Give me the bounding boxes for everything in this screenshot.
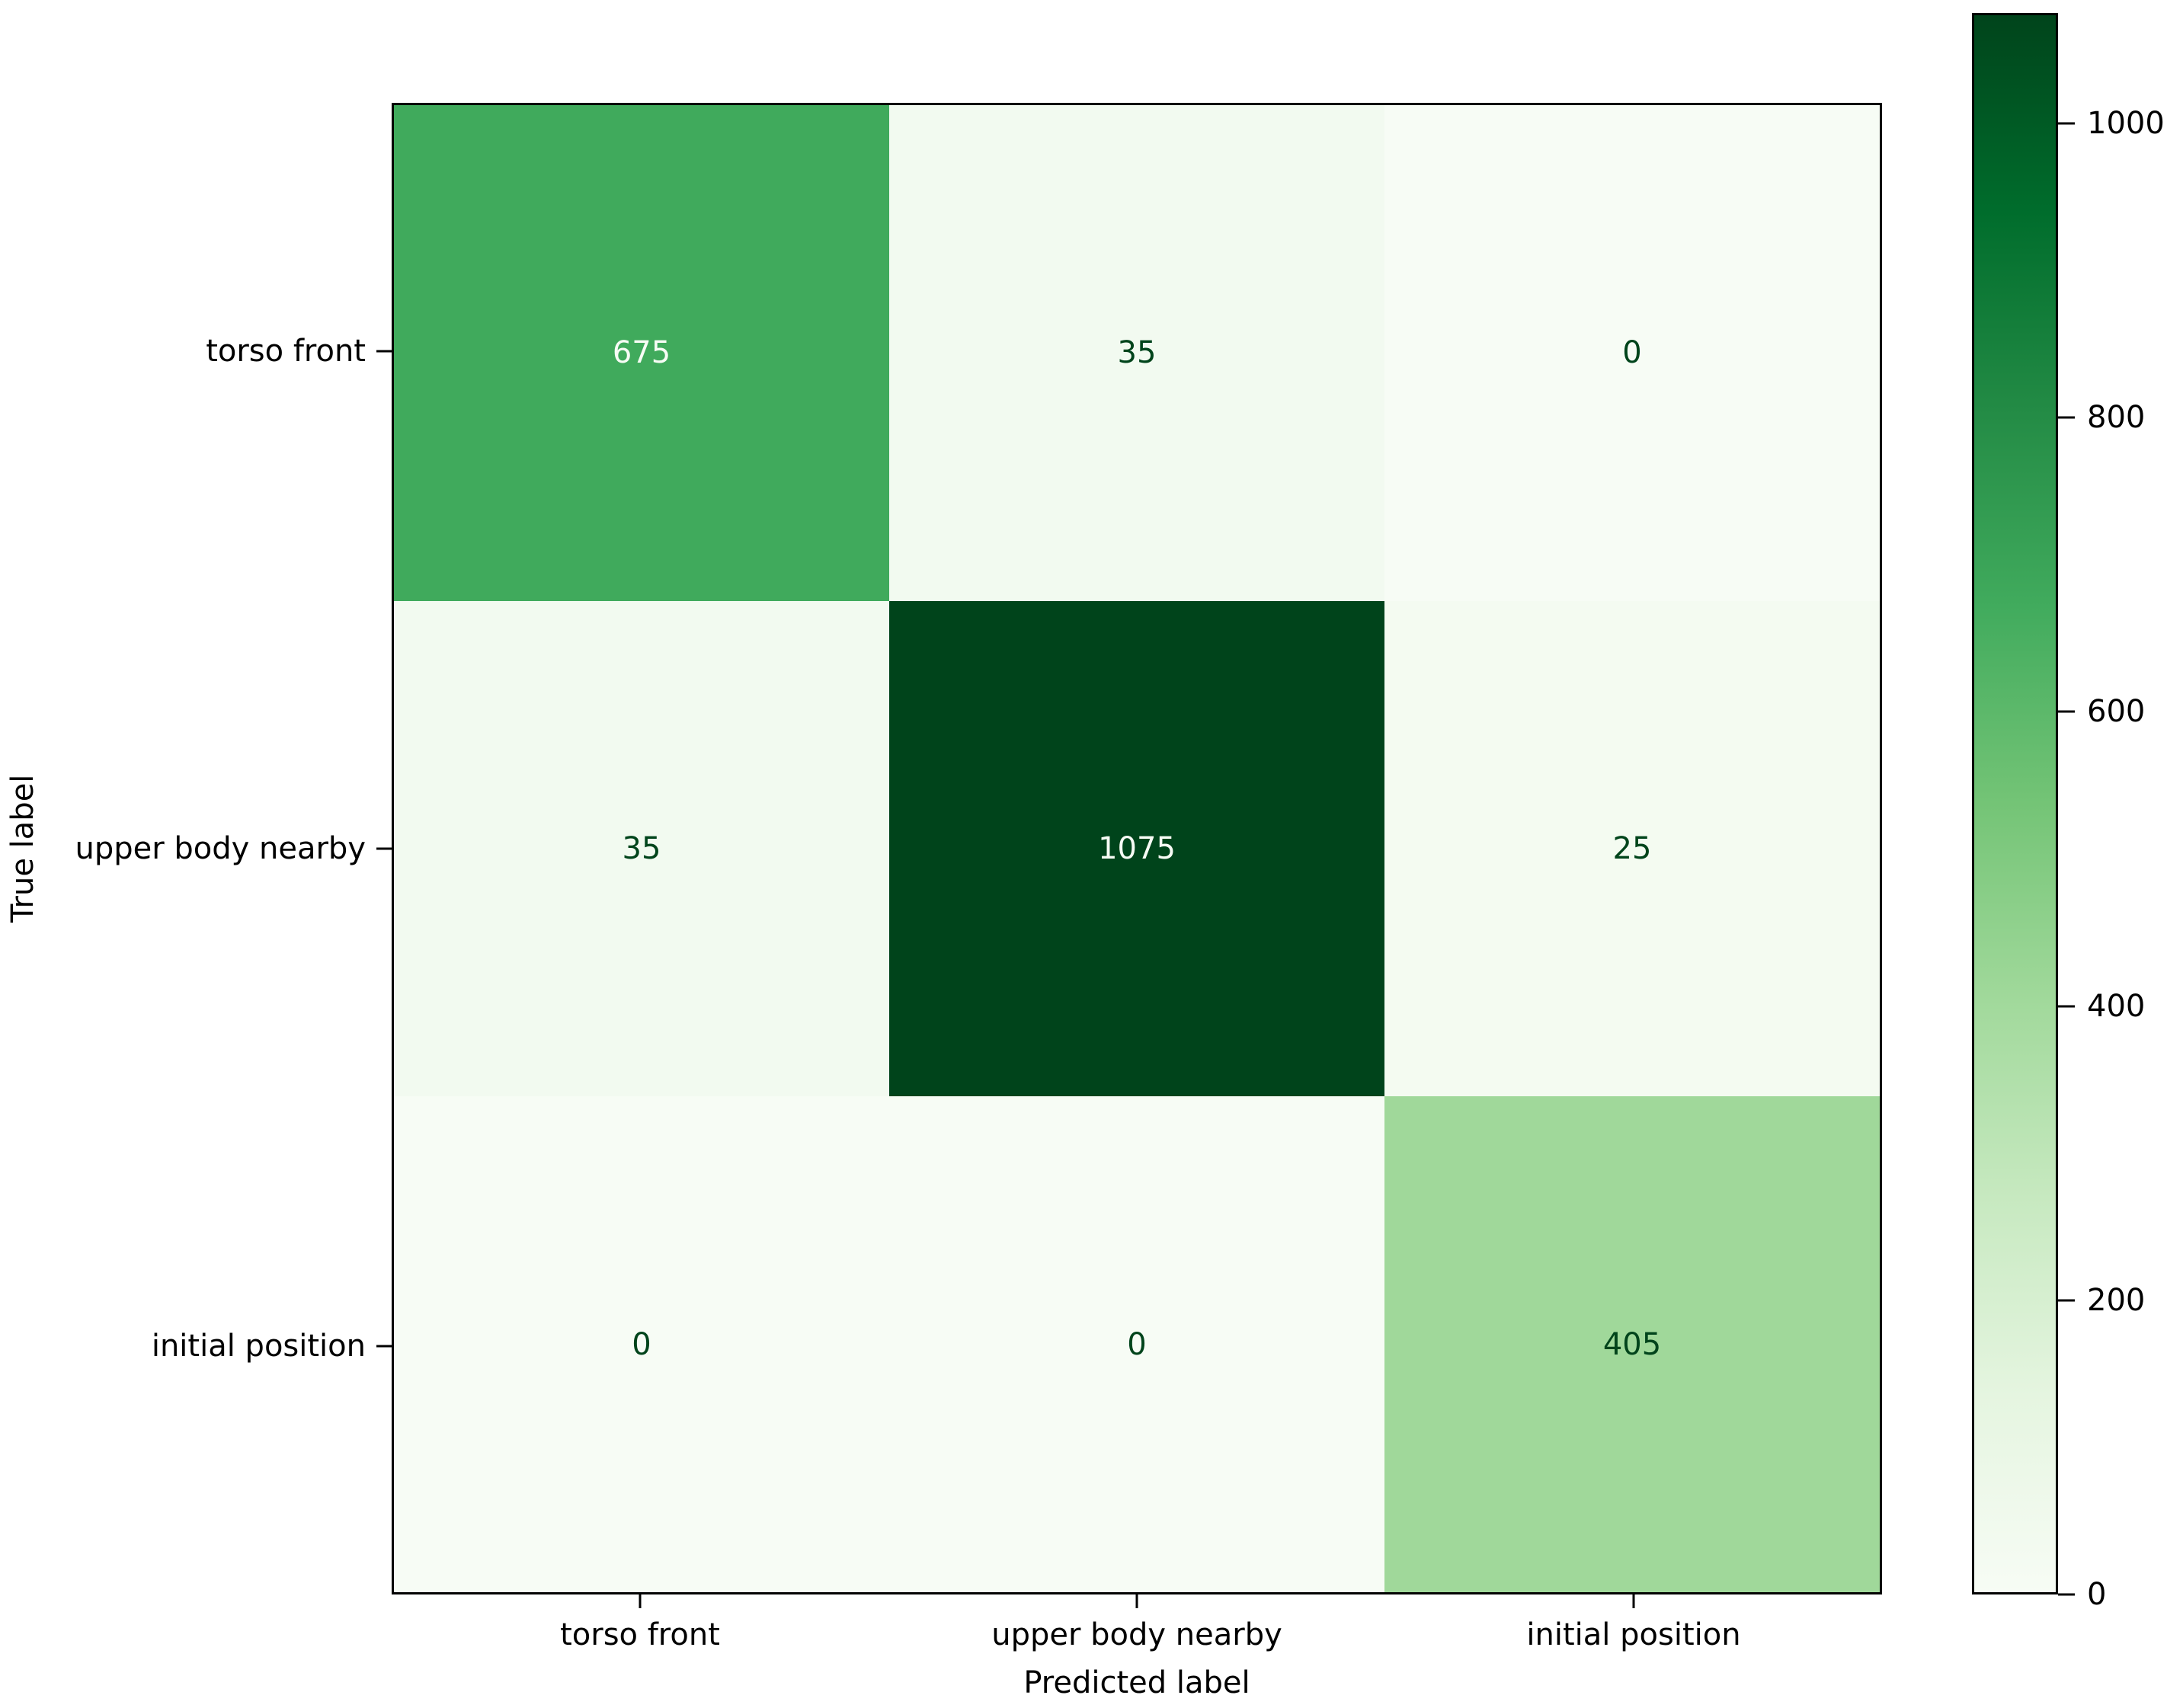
colorbar-tick-labels: 0 200 400 600 800 1000 xyxy=(2058,13,2167,1612)
colorbar xyxy=(1972,13,2058,1594)
colorbar-tick-mark xyxy=(2058,1005,2075,1008)
colorbar-tick-label: 0 xyxy=(2087,1577,2107,1612)
x-tick-label: upper body nearby xyxy=(991,1617,1282,1652)
y-tick-label: initial position xyxy=(151,1328,366,1364)
colorbar-tick-label: 400 xyxy=(2087,988,2146,1024)
y-tick-mark xyxy=(376,350,392,353)
heatmap-cell: 0 xyxy=(1384,105,1880,601)
heatmap: 675 35 0 35 1075 25 0 0 405 xyxy=(392,103,1882,1594)
heatmap-cell: 0 xyxy=(394,1096,889,1592)
colorbar-tick-mark xyxy=(2058,1299,2075,1302)
y-tick-mark xyxy=(376,847,392,850)
colorbar-tick-label: 600 xyxy=(2087,694,2146,730)
x-tick-label: initial position xyxy=(1526,1617,1741,1652)
heatmap-cell: 405 xyxy=(1384,1096,1880,1592)
y-tick-labels: torso front upper body nearby initial posi… xyxy=(0,103,392,1594)
colorbar-tick-label: 1000 xyxy=(2087,105,2165,141)
colorbar-tick-mark xyxy=(2058,1593,2075,1596)
x-tick-label: torso front xyxy=(560,1617,720,1652)
colorbar-tick-label: 200 xyxy=(2087,1282,2146,1318)
heatmap-cell: 675 xyxy=(394,105,889,601)
heatmap-cell: 1075 xyxy=(889,600,1384,1097)
x-tick-mark xyxy=(1135,1593,1138,1608)
heatmap-cell: 25 xyxy=(1384,600,1880,1097)
heatmap-cell: 0 xyxy=(889,1096,1384,1592)
x-axis-title: Predicted label xyxy=(1023,1665,1250,1700)
x-tick-labels: torso front upper body nearby initial posi… xyxy=(392,1593,1882,1708)
colorbar-tick-label: 800 xyxy=(2087,400,2146,436)
colorbar-tick-mark xyxy=(2058,122,2075,125)
y-tick-label: torso front xyxy=(206,334,366,369)
y-tick-mark xyxy=(376,1345,392,1348)
heatmap-cell: 35 xyxy=(394,600,889,1097)
x-tick-mark xyxy=(639,1593,642,1608)
heatmap-cell: 35 xyxy=(889,105,1384,601)
x-tick-mark xyxy=(1632,1593,1635,1608)
colorbar-tick-mark xyxy=(2058,710,2075,713)
colorbar-tick-mark xyxy=(2058,416,2075,419)
y-tick-label: upper body nearby xyxy=(75,831,366,866)
